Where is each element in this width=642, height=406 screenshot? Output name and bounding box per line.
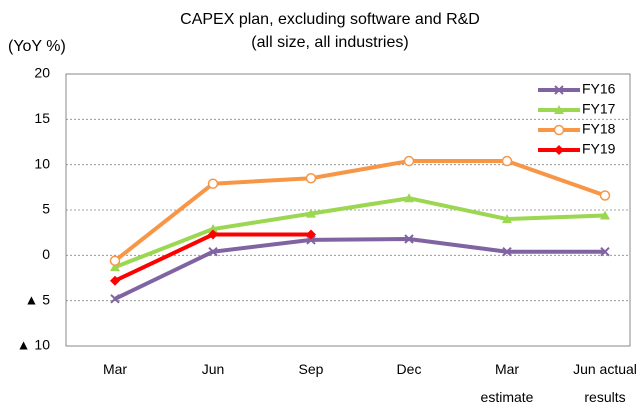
x-tick-label: Dec [397, 361, 422, 377]
marker [208, 229, 218, 240]
y-tick-label: ▲ 5 [24, 291, 50, 307]
marker [599, 190, 611, 201]
series-line [114, 237, 605, 301]
marker [501, 155, 513, 167]
y-tick-label: 5 [42, 201, 50, 217]
legend-marker [554, 145, 564, 155]
marker [306, 235, 316, 245]
chart-subtitle: (all size, all industries) [251, 34, 408, 51]
marker [502, 246, 512, 257]
x-tick-label: Jun actual results [573, 361, 637, 405]
marker [502, 214, 512, 224]
x-tick-label: Jun [202, 361, 225, 377]
chart-title: CAPEX plan, excluding software and R&D [180, 11, 480, 28]
legend-entry: FY16 [538, 81, 616, 97]
x-tick-label: Mar [103, 361, 127, 377]
legend-marker [553, 124, 565, 136]
legend-entry: FY17 [538, 101, 616, 117]
y-tick-label: 15 [34, 110, 50, 126]
legend-label: FY19 [582, 141, 616, 157]
marker [208, 246, 218, 257]
series-line [113, 159, 606, 263]
marker [208, 224, 218, 234]
x-tick-label: Mar estimate [481, 361, 534, 405]
y-tick-label: ▲ 10 [17, 337, 51, 353]
marker [207, 178, 219, 189]
legend-label: FY18 [582, 121, 616, 137]
y-tick-label: 10 [34, 155, 50, 171]
legend-label: FY16 [582, 81, 616, 97]
legend-entry: FY19 [538, 141, 616, 157]
marker [305, 173, 317, 184]
y-axis-title: (YoY %) [8, 38, 66, 55]
x-tick-label: Sep [299, 361, 324, 377]
marker [600, 246, 610, 257]
marker [403, 155, 415, 167]
y-tick-label: 20 [34, 65, 50, 81]
marker [306, 208, 316, 218]
legend-marker [554, 85, 564, 95]
marker [110, 294, 120, 304]
marker [110, 275, 120, 286]
legend-label: FY17 [582, 101, 616, 117]
marker [600, 210, 610, 220]
legend-entry: FY18 [538, 121, 616, 137]
y-tick-label: 0 [42, 246, 50, 262]
series-line [114, 196, 606, 269]
marker [404, 234, 414, 244]
marker [110, 262, 120, 272]
marker [306, 229, 316, 240]
legend-marker [554, 105, 564, 114]
marker [109, 255, 121, 267]
plot-frame [65, 73, 631, 347]
marker [404, 193, 414, 203]
